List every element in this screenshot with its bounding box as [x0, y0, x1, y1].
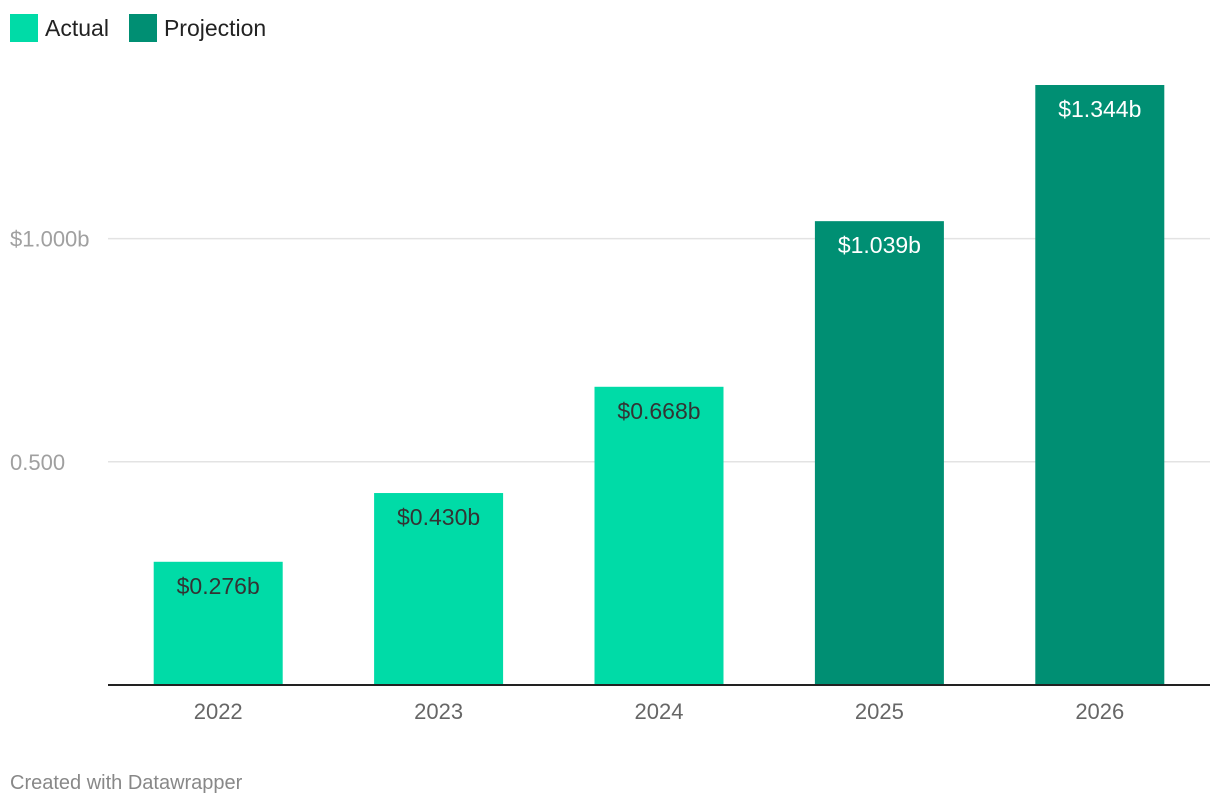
data-label: $0.430b [397, 504, 480, 530]
bar [153, 561, 283, 685]
legend-label-actual: Actual [45, 15, 109, 41]
bar [1035, 85, 1165, 685]
footer-credit: Created with Datawrapper [10, 772, 243, 794]
bar [594, 386, 724, 685]
y-tick-label: 0.500 [10, 450, 65, 475]
legend-swatch-actual [10, 14, 38, 42]
x-tick-label: 2025 [855, 699, 904, 724]
x-tick-label: 2023 [414, 699, 463, 724]
bar [814, 221, 944, 686]
data-label: $1.344b [1058, 96, 1141, 122]
y-tick-label: $1.000b [10, 227, 90, 252]
legend-swatch-projection [128, 14, 157, 42]
data-label: $0.276b [177, 573, 260, 599]
bar-chart: 0.500 $1.000b $0.276b 2022 $0.430b 2023 $0.668… [10, 85, 1210, 724]
legend-label-projection: Projection [163, 15, 267, 41]
data-label: $1.039b [838, 232, 921, 258]
x-tick-label: 2024 [635, 699, 684, 724]
x-tick-label: 2022 [194, 699, 243, 724]
bar [374, 493, 504, 685]
legend-item-actual: Actual [10, 14, 109, 42]
data-label: $0.668b [617, 398, 700, 424]
chart-legend: Actual Projection [10, 14, 286, 42]
legend-item-projection: Projection [128, 14, 267, 42]
x-tick-label: 2026 [1075, 699, 1124, 724]
